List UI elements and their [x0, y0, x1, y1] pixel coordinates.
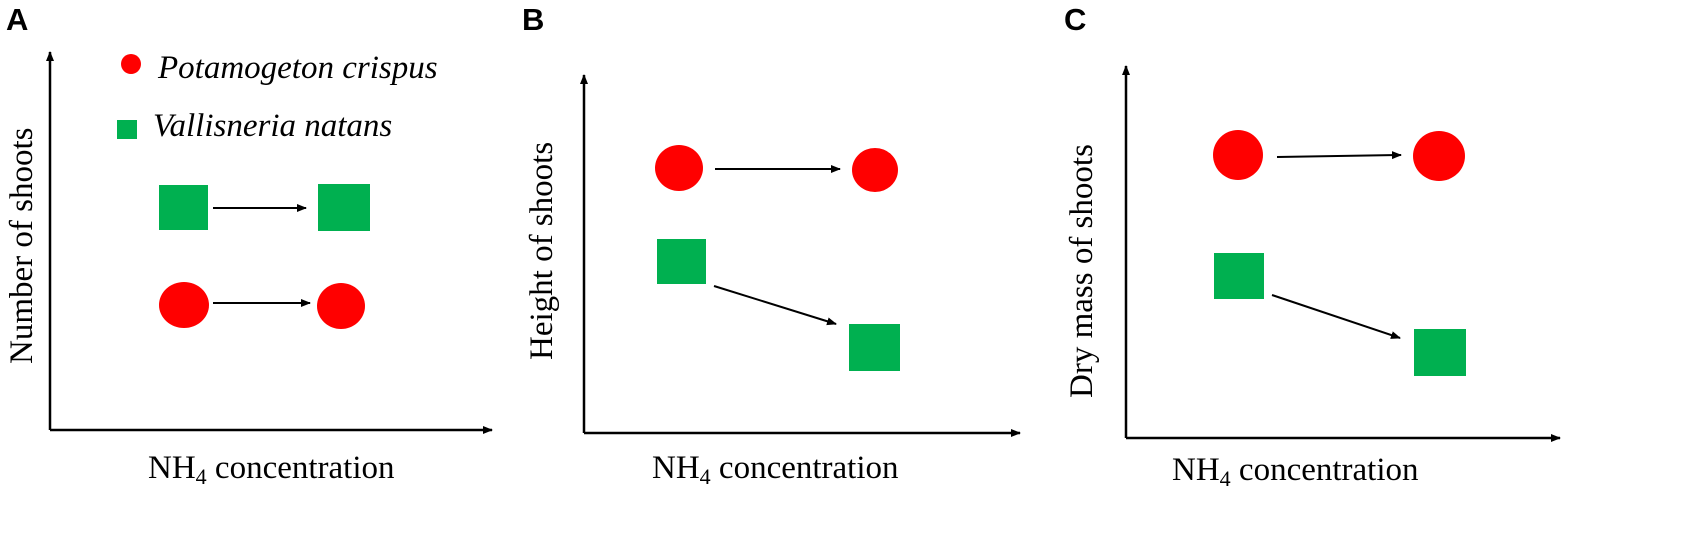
panel-c: C Dry mass of shoots NH4 concentration	[1060, 0, 1702, 535]
panel-a-plot	[46, 51, 493, 434]
potamogeton-low-marker	[655, 145, 703, 191]
legend-potamogeton-label: Potamogeton crispus	[158, 50, 438, 86]
vallisneria-high-marker	[849, 324, 900, 371]
x-axis-label: NH4 concentration	[652, 450, 899, 489]
panel-b-plot	[580, 74, 1021, 437]
vallisneria-low-marker	[159, 185, 208, 230]
legend-potamogeton-marker	[121, 54, 141, 74]
x-axis-label: NH4 concentration	[1172, 452, 1419, 491]
potamogeton-high-marker	[852, 148, 898, 192]
potamogeton-high-marker	[1413, 131, 1465, 181]
panel-letter-b: B	[522, 2, 545, 37]
potamogeton-low-marker	[159, 282, 209, 328]
vallisneria-change-arrow	[1271, 294, 1401, 339]
vallisneria-change-arrow	[713, 285, 837, 326]
potamogeton-change-arrow	[1276, 151, 1402, 160]
panel-c-plot	[1122, 65, 1561, 442]
vallisneria-high-marker	[318, 184, 370, 231]
x-axis-label: NH4 concentration	[148, 450, 395, 489]
y-axis-label: Height of shoots	[524, 141, 560, 360]
potamogeton-low-marker	[1213, 130, 1263, 180]
panel-letter-c: C	[1064, 2, 1087, 37]
panel-b: B Height of shoots NH4 concentration	[520, 0, 1060, 535]
vallisneria-low-marker	[657, 239, 706, 284]
panel-letter-a: A	[6, 2, 29, 37]
legend-vallisneria-marker	[117, 120, 137, 139]
y-axis-label: Dry mass of shoots	[1064, 144, 1100, 398]
vallisneria-low-marker	[1214, 253, 1264, 299]
y-axis-label: Number of shoots	[4, 127, 40, 364]
vallisneria-high-marker	[1414, 329, 1466, 376]
panel-a: A Potamogeton crispus Vallisneria natans…	[0, 0, 520, 535]
potamogeton-high-marker	[317, 283, 365, 329]
legend-vallisneria-label: Vallisneria natans	[153, 108, 393, 144]
